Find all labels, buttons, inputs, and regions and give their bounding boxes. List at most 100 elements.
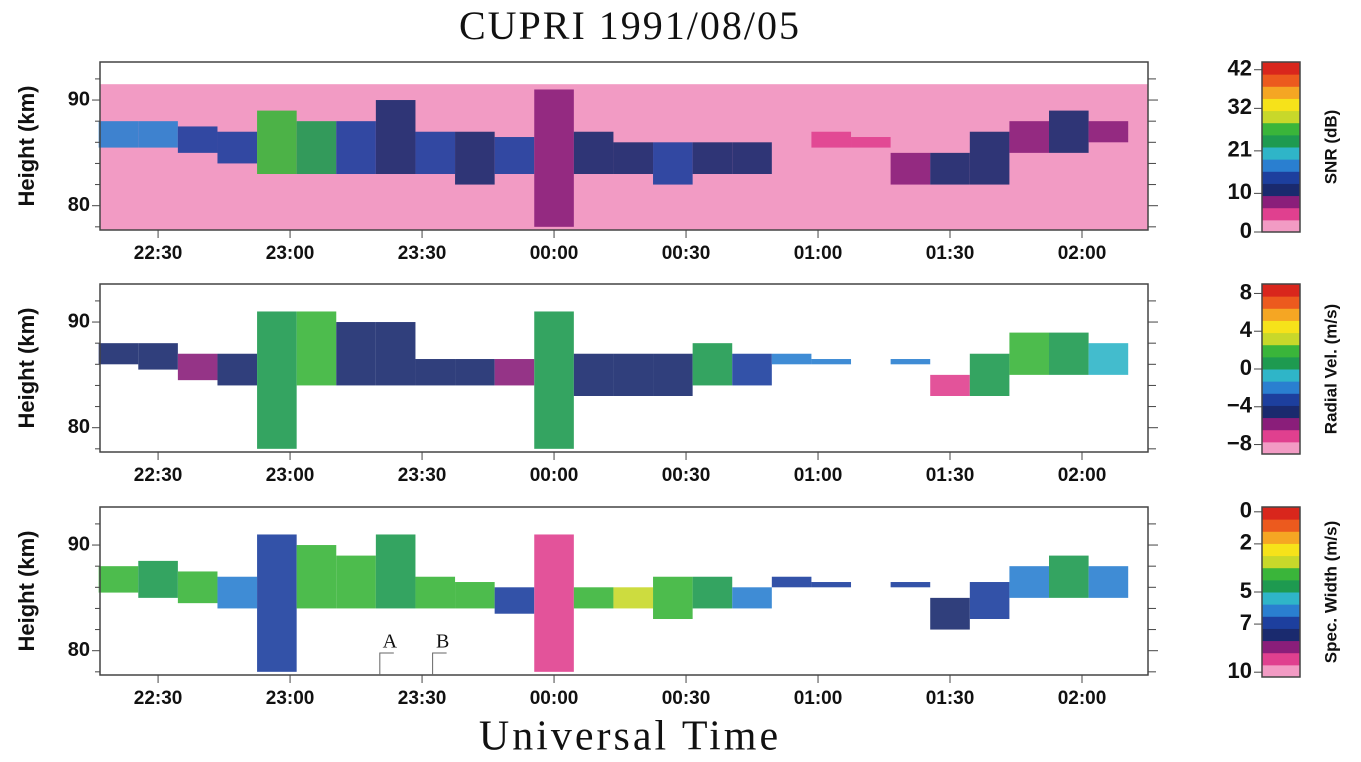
y-tick-label: 90 bbox=[68, 88, 90, 110]
x-tick-label: 01:30 bbox=[926, 688, 975, 709]
echo-cell bbox=[177, 126, 218, 153]
colorbar-band bbox=[1262, 320, 1300, 334]
echo-cell bbox=[890, 359, 931, 365]
colorbar-tick-label: 8 bbox=[1240, 279, 1252, 304]
echo-cell bbox=[375, 322, 416, 386]
x-tick-label: 23:30 bbox=[398, 243, 447, 264]
echo-cell bbox=[494, 587, 535, 614]
colorbar-tick-label: 10 bbox=[1228, 658, 1252, 683]
echo-cell bbox=[613, 587, 654, 609]
echo-cell bbox=[336, 322, 376, 386]
x-tick-label: 01:30 bbox=[926, 465, 975, 486]
echo-cell bbox=[653, 576, 693, 619]
colorbar-tick-label: 5 bbox=[1240, 578, 1252, 603]
echo-cell bbox=[573, 353, 614, 396]
echo-cell bbox=[613, 353, 654, 396]
echo-cell bbox=[969, 131, 1010, 185]
x-tick-label: 22:30 bbox=[134, 465, 183, 486]
echo-cell bbox=[257, 110, 297, 174]
x-tick-label: 23:00 bbox=[266, 243, 315, 264]
echo-cell bbox=[613, 142, 654, 174]
echo-cell bbox=[732, 353, 772, 386]
colorbar-tick-label: 0 bbox=[1240, 218, 1252, 243]
colorbar-band bbox=[1262, 183, 1300, 197]
echo-cell bbox=[653, 142, 693, 185]
echo-cell bbox=[851, 137, 891, 148]
echo-cell bbox=[692, 576, 733, 609]
echo-cell bbox=[930, 374, 970, 396]
plot-frame bbox=[99, 506, 1149, 676]
echo-cell bbox=[573, 587, 614, 609]
colorbar-band bbox=[1262, 640, 1300, 654]
x-tick-label: 00:30 bbox=[662, 688, 711, 709]
colorbar-band bbox=[1262, 616, 1300, 629]
x-tick-label: 23:30 bbox=[398, 465, 447, 486]
echo-cell bbox=[1049, 555, 1089, 598]
echo-cell bbox=[930, 152, 970, 185]
colorbar-band bbox=[1262, 110, 1300, 124]
annotation-label: B bbox=[436, 631, 449, 653]
x-tick-label: 22:30 bbox=[134, 688, 183, 709]
echo-cell bbox=[217, 353, 258, 386]
echo-cell bbox=[138, 121, 178, 148]
colorbar-band bbox=[1262, 531, 1300, 544]
colorbar-band bbox=[1262, 356, 1300, 370]
colorbar-band bbox=[1262, 219, 1300, 233]
echo-cell bbox=[494, 359, 535, 386]
x-tick-label: 01:00 bbox=[794, 688, 843, 709]
colorbar-tick-label: 32 bbox=[1228, 94, 1252, 119]
colorbar-band bbox=[1262, 592, 1300, 605]
echo-cell bbox=[1009, 332, 1050, 375]
x-tick-label: 01:00 bbox=[794, 465, 843, 486]
echo-cell bbox=[455, 582, 495, 609]
echo-cell bbox=[296, 121, 337, 174]
colorbar-band bbox=[1262, 344, 1300, 358]
echo-cell bbox=[534, 89, 574, 227]
colorbar-tick-label: 42 bbox=[1228, 56, 1252, 81]
colorbar-band bbox=[1262, 628, 1300, 642]
colorbar-tick-label: −8 bbox=[1227, 430, 1252, 455]
echo-cell bbox=[336, 121, 376, 174]
colorbar-band bbox=[1262, 147, 1300, 160]
x-axis-title: Universal Time bbox=[479, 714, 781, 760]
colorbar-band bbox=[1262, 555, 1300, 569]
colorbar-tick-label: 0 bbox=[1240, 498, 1252, 523]
echo-cell bbox=[1049, 110, 1089, 153]
colorbar-band bbox=[1262, 62, 1300, 75]
y-axis-title: Height (km) bbox=[14, 308, 39, 429]
colorbar-title: Radial Vel. (m/s) bbox=[1321, 304, 1340, 434]
x-tick-label: 00:00 bbox=[530, 243, 579, 264]
colorbar-band bbox=[1262, 98, 1300, 112]
echo-cell bbox=[217, 131, 258, 164]
y-tick-label: 80 bbox=[68, 639, 90, 661]
echo-cell bbox=[890, 582, 931, 588]
echo-cell bbox=[98, 121, 139, 148]
echo-cell bbox=[930, 597, 970, 630]
colorbar-frame bbox=[1261, 61, 1301, 233]
echo-cell bbox=[336, 555, 376, 609]
echo-cell bbox=[811, 359, 852, 365]
colorbar-band bbox=[1262, 393, 1300, 406]
echo-cell bbox=[296, 545, 337, 609]
colorbar-band bbox=[1262, 171, 1300, 184]
x-tick-label: 00:00 bbox=[530, 465, 579, 486]
x-tick-label: 02:00 bbox=[1058, 688, 1107, 709]
colorbar-tick-label: 10 bbox=[1228, 179, 1252, 204]
colorbar-band bbox=[1262, 507, 1300, 520]
colorbar-band bbox=[1262, 159, 1300, 172]
echo-cell bbox=[257, 534, 297, 672]
colorbar-band bbox=[1262, 441, 1300, 455]
echo-cell bbox=[811, 582, 852, 588]
echo-cell bbox=[732, 587, 772, 609]
echo-cell bbox=[1009, 566, 1050, 598]
y-axis-title: Height (km) bbox=[14, 86, 39, 207]
colorbar-band bbox=[1262, 429, 1300, 443]
colorbar-band bbox=[1262, 308, 1300, 321]
colorbar-band bbox=[1262, 332, 1300, 346]
echo-cell bbox=[375, 100, 416, 174]
colorbar-band bbox=[1262, 284, 1300, 297]
colorbar-band bbox=[1262, 579, 1300, 593]
echo-cell bbox=[534, 534, 574, 672]
echo-cell bbox=[1088, 566, 1129, 598]
